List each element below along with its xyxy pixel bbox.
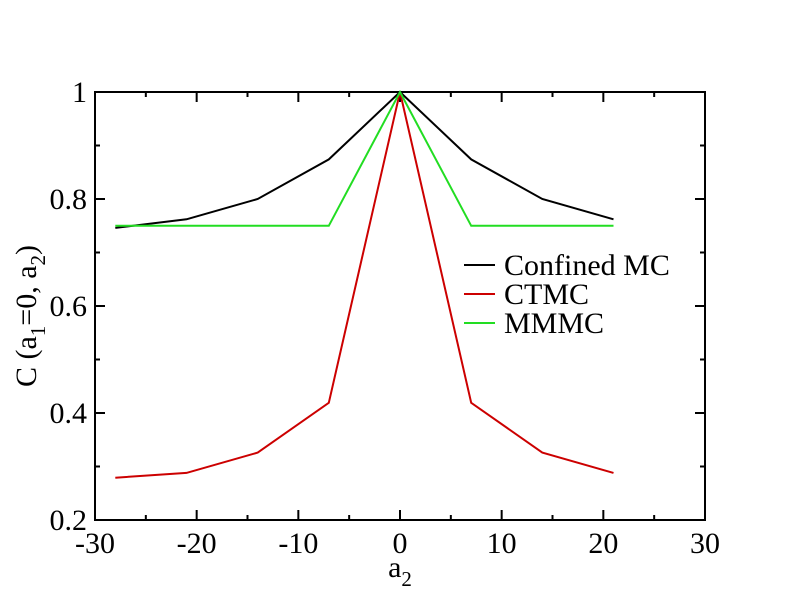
y-tick-label: 0.4	[50, 397, 88, 430]
series-line-ctmc	[115, 91, 614, 479]
x-tick-label: 20	[588, 527, 618, 560]
series-layer	[115, 89, 614, 479]
plot-frame	[94, 91, 706, 521]
y-tick-label: 0.8	[50, 183, 88, 216]
legend-label: MMMC	[504, 307, 604, 340]
y-axis: 0.2 0.4 0.6 0.8 1	[50, 76, 705, 537]
x-tick-label: -10	[278, 527, 318, 560]
legend-label: CTMC	[504, 278, 589, 311]
x-axis-label: a2	[388, 551, 412, 591]
legend-label: Confined MC	[504, 249, 670, 282]
x-axis: -30 -20 -10 0 10 20 30	[75, 92, 720, 560]
x-tick-label: 30	[690, 527, 720, 560]
x-tick-label: -20	[177, 527, 217, 560]
y-tick-label: 0.6	[50, 290, 88, 323]
x-tick-label: 0	[393, 527, 408, 560]
y-axis-label: C (a1=0, a2)	[10, 245, 50, 387]
series-line-mmmc	[115, 89, 614, 227]
x-tick-label: 10	[487, 527, 517, 560]
plot-area	[94, 91, 706, 521]
y-tick-label: 0.2	[50, 504, 88, 537]
x-tick-label: -30	[75, 527, 115, 560]
series-line-confined-mc	[115, 90, 614, 229]
y-tick-label: 1	[72, 76, 87, 109]
